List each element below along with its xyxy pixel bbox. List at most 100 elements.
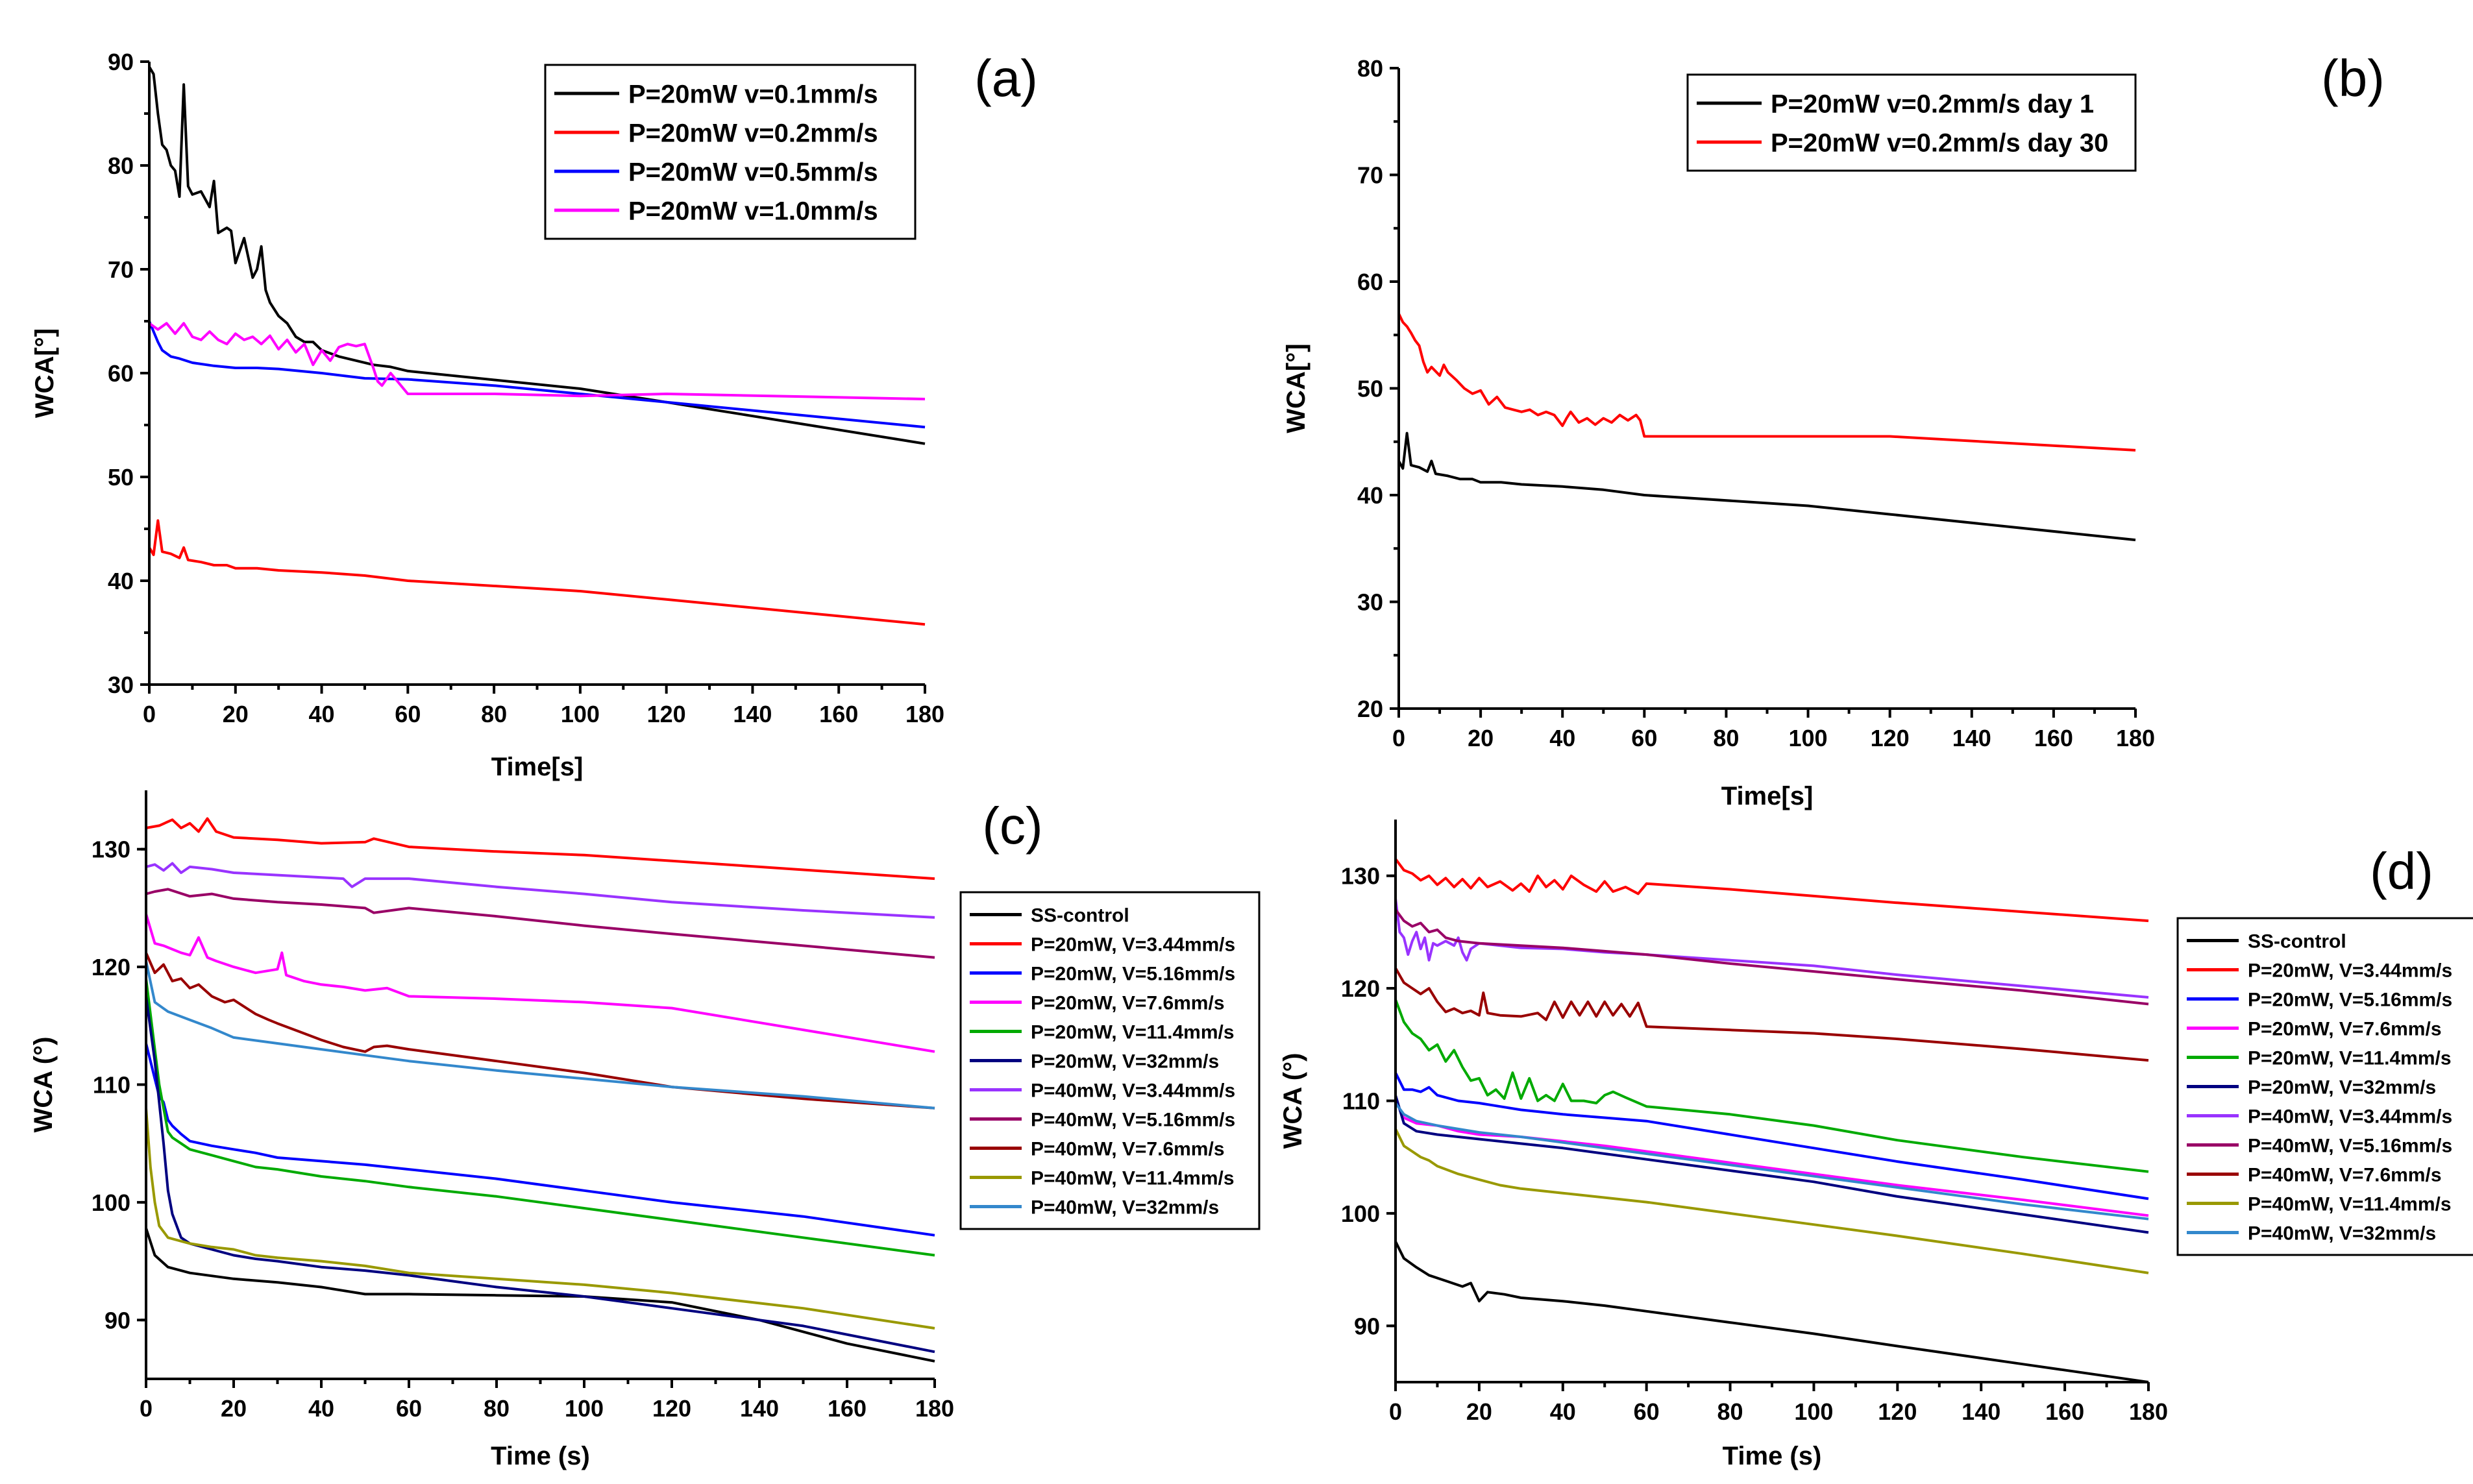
x-tick-label: 160	[2045, 1398, 2084, 1425]
series-line-8	[145, 888, 935, 959]
legend-entry-label: P=20mW, V=32mm/s	[2248, 1077, 2436, 1098]
x-tick-label: 140	[740, 1395, 779, 1422]
x-axis-label: Time (s)	[1723, 1442, 1822, 1470]
series-line-2	[145, 817, 935, 881]
x-tick-label: 0	[143, 701, 156, 727]
x-tick-label: 140	[1962, 1398, 2000, 1425]
y-tick-label: 90	[108, 49, 134, 75]
x-tick-label: 100	[561, 701, 600, 727]
legend-entry-label: P=40mW, V=11.4mm/s	[1031, 1167, 1235, 1189]
legend-entry-label: P=20mW v=0.2mm/s day 1	[1771, 90, 2094, 118]
chart-panel-d: 0 20 40 60 80 100 120 140 160 180 90 100 110 120 130 Ti…	[1279, 820, 2473, 1470]
x-tick-label: 40	[309, 701, 335, 727]
series-line-3	[148, 321, 926, 429]
chart-panel-c: 0 20 40 60 80 100 120 140 160 180 90 100 110 120 130 Ti…	[29, 790, 1261, 1470]
y-axis-label: WCA[°]	[31, 328, 59, 418]
legend: SS-control P=20mW, V=3.44mm/s P=20mW, V=5.…	[2176, 917, 2473, 1256]
legend-entry-label: P=20mW, V=7.6mm/s	[1031, 992, 1225, 1014]
panel-label: (d)	[2370, 842, 2433, 900]
series-line-8	[1394, 908, 2149, 1006]
legend-entry-label: P=20mW v=0.1mm/s	[628, 80, 878, 108]
y-tick-label: 120	[1341, 975, 1380, 1002]
y-tick-label: 120	[92, 954, 130, 980]
legend-entry-label: P=40mW, V=3.44mm/s	[1031, 1080, 1235, 1101]
x-tick-label: 140	[1952, 725, 1991, 751]
y-tick-label: 70	[108, 256, 134, 283]
legend-entry-label: P=20mW v=0.2mm/s day 30	[1771, 128, 2108, 157]
series-line-2	[1397, 313, 2136, 452]
series-line-1	[1394, 1241, 2149, 1383]
x-tick-label: 140	[733, 701, 772, 727]
y-axis-label: WCA[°]	[1282, 343, 1310, 433]
y-tick-label: 40	[1357, 482, 1383, 509]
series-line-10	[145, 1108, 935, 1330]
series-line-4	[145, 913, 935, 1053]
x-tick-label: 180	[915, 1395, 954, 1422]
y-tick-label: 50	[108, 464, 134, 491]
legend-entry-label: P=20mW, V=11.4mm/s	[1031, 1021, 1235, 1043]
chart-panel-b: 0 20 40 60 80 100 120 140 160 180 20 30 40 50 60 70 80 Ti…	[1282, 49, 2385, 810]
legend-entry-label: P=20mW, V=7.6mm/s	[2248, 1018, 2442, 1040]
y-axis-label: WCA (°)	[1279, 1053, 1307, 1149]
y-tick-label: 90	[1354, 1313, 1380, 1339]
legend-entry-label: P=20mW v=0.5mm/s	[628, 158, 878, 186]
legend: P=20mW v=0.2mm/s day 1 P=20mW v=0.2mm/s d…	[1686, 73, 2137, 172]
y-tick-label: 90	[105, 1307, 130, 1333]
x-tick-label: 60	[396, 1395, 422, 1422]
legend-entry-label: P=20mW, V=11.4mm/s	[2248, 1047, 2452, 1069]
series-line-1	[148, 66, 926, 445]
x-tick-label: 0	[1389, 1398, 1402, 1425]
x-tick-label: 20	[221, 1395, 247, 1422]
legend-entry-label: P=20mW v=0.2mm/s	[628, 119, 878, 147]
panel-label: (a)	[974, 49, 1038, 107]
legend-entry-label: P=20mW, V=3.44mm/s	[1031, 934, 1235, 955]
x-axis-label: Time (s)	[491, 1442, 590, 1470]
series-line-6	[1394, 1095, 2149, 1234]
series-line-7	[145, 862, 935, 919]
x-tick-label: 160	[819, 701, 858, 727]
legend-entry-label: P=40mW, V=3.44mm/s	[2248, 1106, 2452, 1127]
legend-entry-label: P=20mW, V=32mm/s	[1031, 1051, 1219, 1072]
x-tick-label: 100	[1794, 1398, 1833, 1425]
series-line-10	[1394, 1128, 2149, 1274]
x-tick-label: 40	[308, 1395, 334, 1422]
x-tick-label: 40	[1550, 1398, 1576, 1425]
legend-entry-label: P=40mW, V=5.16mm/s	[1031, 1109, 1235, 1130]
legend-entry-label: P=20mW, V=3.44mm/s	[2248, 960, 2452, 981]
x-tick-label: 60	[1634, 1398, 1660, 1425]
series-line-11	[145, 960, 935, 1110]
x-tick-label: 160	[828, 1395, 867, 1422]
x-tick-label: 80	[481, 701, 507, 727]
series-line-2	[148, 519, 926, 626]
legend-entry-label: P=20mW v=1.0mm/s	[628, 197, 878, 225]
x-tick-label: 80	[1713, 725, 1739, 751]
series-line-9	[145, 952, 935, 1110]
legend-entry-label: P=20mW, V=5.16mm/s	[2248, 989, 2452, 1010]
y-tick-label: 70	[1357, 162, 1383, 189]
x-tick-label: 100	[1789, 725, 1828, 751]
legend: SS-control P=20mW, V=3.44mm/s P=20mW, V=5.…	[959, 891, 1261, 1230]
series-line-7	[1394, 898, 2149, 999]
x-tick-label: 120	[652, 1395, 691, 1422]
series-line-5	[145, 978, 935, 1257]
x-tick-label: 160	[2034, 725, 2073, 751]
y-tick-label: 110	[1342, 1088, 1380, 1115]
y-tick-label: 30	[108, 672, 134, 698]
y-tick-label: 100	[1341, 1200, 1380, 1227]
panel-label: (b)	[2321, 49, 2385, 107]
y-tick-label: 130	[92, 836, 130, 863]
y-tick-label: 80	[108, 152, 134, 179]
x-tick-label: 120	[1871, 725, 1910, 751]
series-line-3	[1394, 1072, 2149, 1200]
x-tick-label: 180	[2129, 1398, 2168, 1425]
x-tick-label: 100	[565, 1395, 604, 1422]
y-tick-label: 100	[92, 1189, 130, 1216]
legend-entry-label: P=40mW, V=32mm/s	[1031, 1197, 1219, 1218]
x-tick-label: 80	[1717, 1398, 1743, 1425]
y-tick-label: 60	[108, 360, 134, 387]
x-tick-label: 60	[395, 701, 421, 727]
legend-entry-label: SS-control	[1031, 905, 1129, 926]
series-line-1	[1397, 432, 2136, 542]
x-tick-label: 40	[1549, 725, 1575, 751]
series-line-2	[1394, 858, 2149, 923]
